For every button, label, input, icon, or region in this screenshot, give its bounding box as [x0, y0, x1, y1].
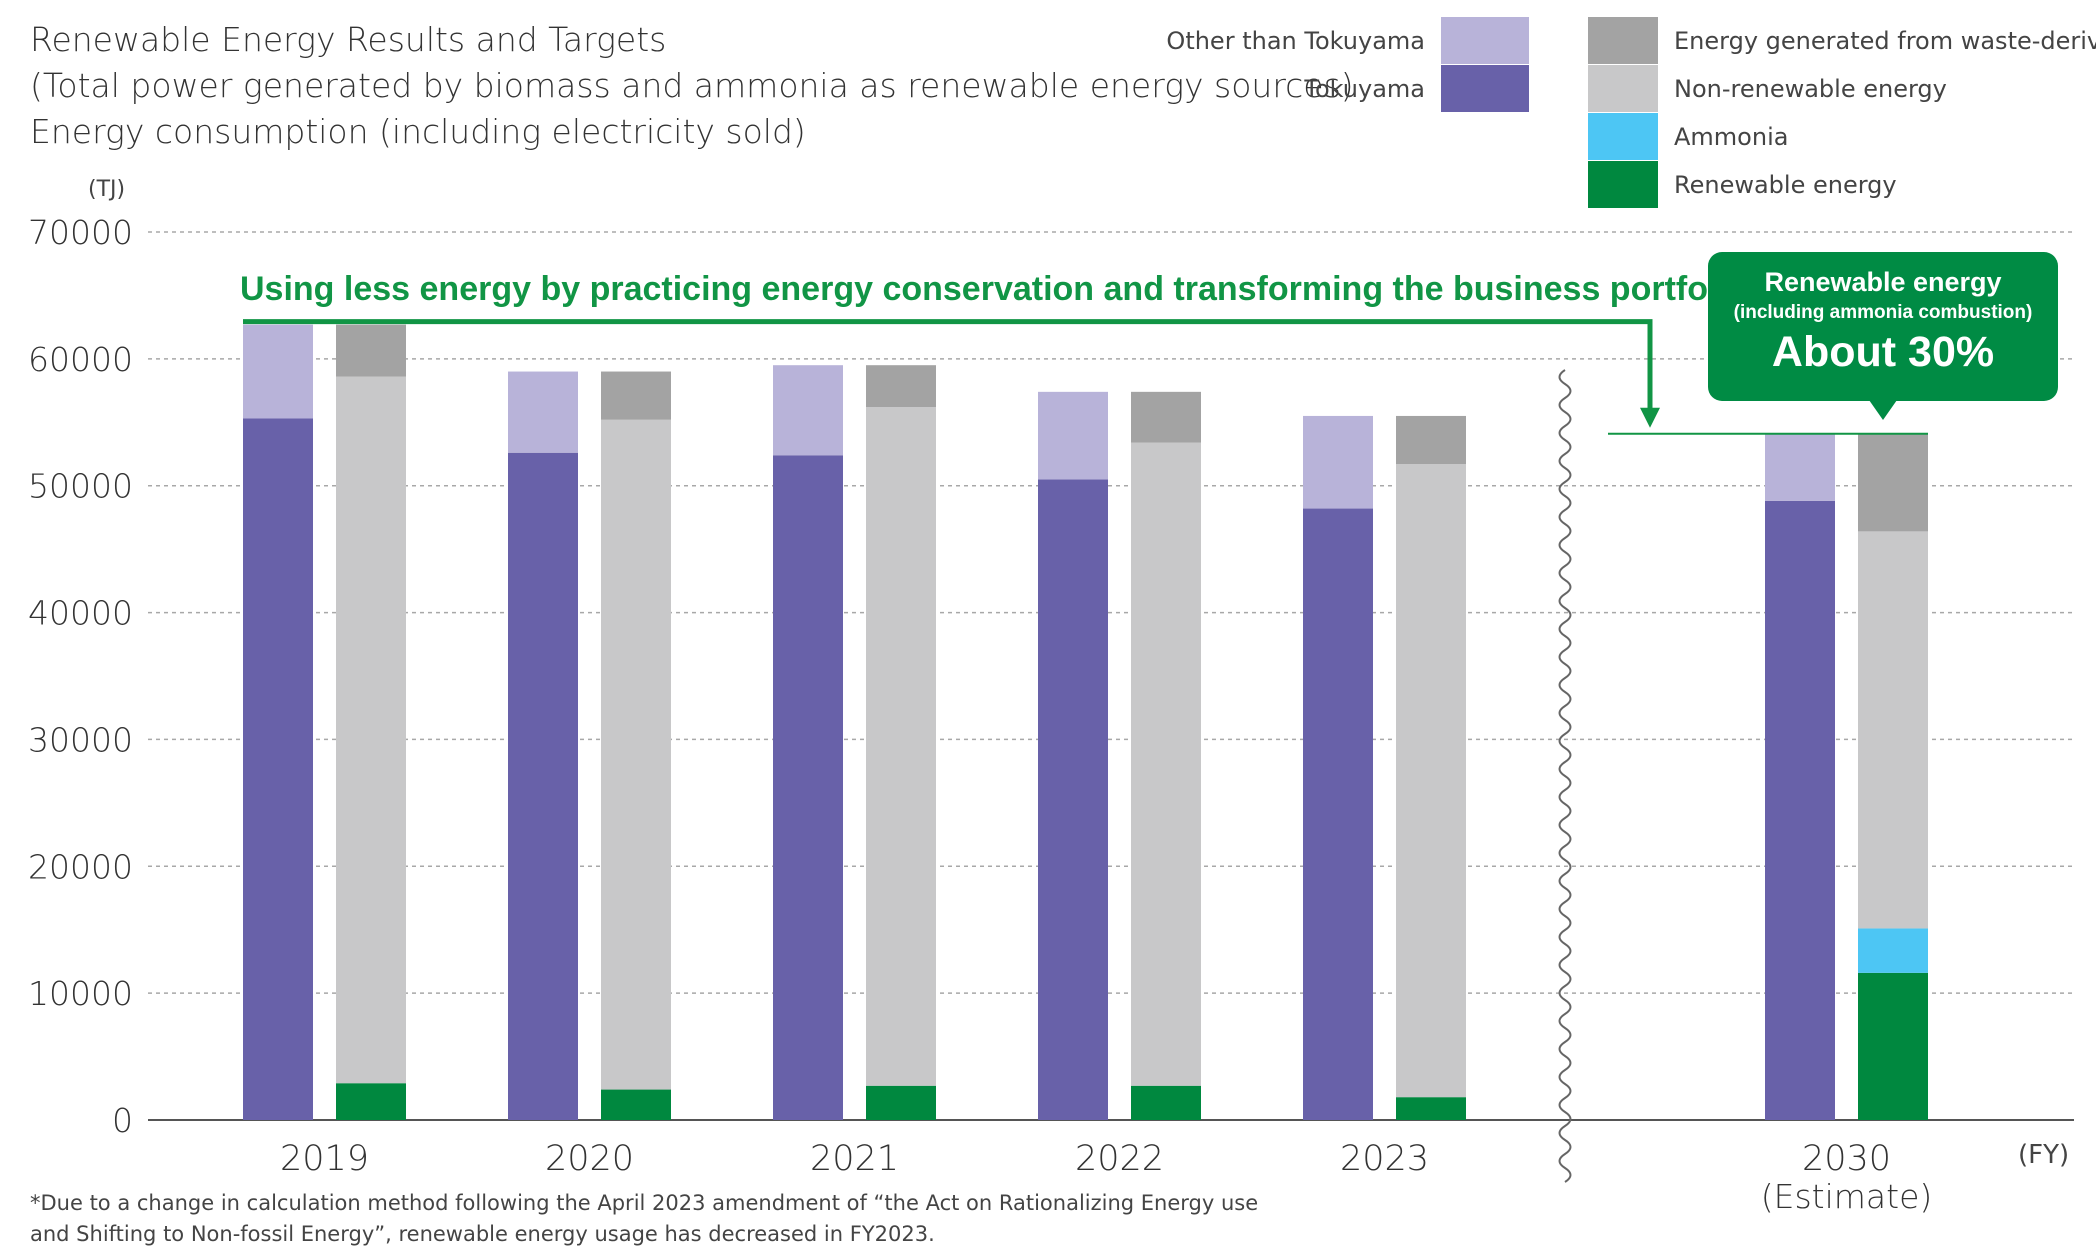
y-tick-label: 10000	[28, 974, 133, 1013]
y-tick-label: 20000	[28, 847, 133, 886]
bars-group	[243, 324, 1928, 1121]
axis-break-wave	[1558, 369, 1572, 1183]
y-tick-label: 40000	[28, 594, 133, 633]
bar-energy-generated-from-waste-derived-2020	[601, 371, 671, 420]
x-axis-unit-label: (FY)	[2018, 1140, 2069, 1170]
bar-renewable-energy-2023	[1396, 1097, 1466, 1120]
chart-title: Renewable Energy Results and Targets	[30, 20, 667, 59]
footnote-line-1: *Due to a change in calculation method f…	[30, 1191, 1259, 1215]
bar-non-renewable-energy-2022	[1131, 442, 1201, 1086]
legend-swatch	[1441, 65, 1529, 112]
callout-subtitle: (including ammonia combustion)	[1733, 302, 2033, 323]
legend-item-ammonia: Ammonia	[1588, 113, 1788, 160]
legend-label: Tokuyama	[1304, 74, 1425, 103]
bar-other-than-tokuyama-2023	[1303, 415, 1373, 509]
tick-labels: 0 10000 20000 30000 40000 50000 60000 70000 (TJ)…	[28, 177, 2069, 1216]
legend-item-waste-derived: Energy generated from waste-derived	[1588, 17, 2096, 64]
bar-non-renewable-energy-2019	[336, 376, 406, 1084]
y-tick-label: 30000	[28, 720, 133, 759]
bar-renewable-energy-2020	[601, 1089, 671, 1120]
energy-reduction-banner: Using less energy by practicing energy c…	[240, 270, 1748, 308]
legend-item-other-than-tokuyama: Other than Tokuyama	[1166, 17, 1529, 64]
legend-swatch	[1588, 113, 1658, 160]
y-tick-label: 0	[112, 1101, 133, 1140]
footnote: *Due to a change in calculation method f…	[30, 1188, 1258, 1250]
bar-other-than-tokuyama-2021	[773, 365, 843, 456]
reduction-bracket-line	[243, 319, 1653, 410]
renewable-target-callout: Renewable energy (including ammonia comb…	[1708, 252, 2058, 420]
bar-energy-generated-from-waste-derived-2030	[1858, 433, 1928, 532]
y-tick-label: 70000	[28, 213, 133, 252]
legend-item-non-renewable: Non-renewable energy	[1588, 65, 1947, 112]
bar-non-renewable-energy-2021	[866, 407, 936, 1086]
x-tick-sublabel-2030: (Estimate)	[1761, 1177, 1933, 1216]
bar-tokuyama-2019	[243, 418, 313, 1121]
legend-swatch	[1588, 65, 1658, 112]
legend-swatch	[1441, 17, 1529, 64]
y-tick-label: 50000	[28, 467, 133, 506]
legend-label: Ammonia	[1674, 122, 1789, 151]
x-tick-label-2022: 2022	[1075, 1139, 1164, 1179]
footnote-line-2: and Shifting to Non-fossil Energy”, rene…	[30, 1222, 935, 1246]
bar-tokuyama-2021	[773, 455, 843, 1121]
x-tick-label-2020: 2020	[545, 1139, 634, 1179]
bar-energy-generated-from-waste-derived-2021	[866, 365, 936, 408]
bar-non-renewable-energy-2030	[1858, 531, 1928, 929]
legend-label: Non-renewable energy	[1674, 74, 1947, 103]
gridlines	[148, 231, 2074, 1121]
x-tick-label-2019: 2019	[280, 1139, 369, 1179]
legend-item-tokuyama: Tokuyama	[1304, 65, 1529, 112]
x-tick-label-2021: 2021	[810, 1139, 899, 1179]
bar-energy-generated-from-waste-derived-2019	[336, 324, 406, 377]
legend-swatch	[1588, 17, 1658, 64]
bar-renewable-energy-2019	[336, 1083, 406, 1120]
bar-non-renewable-energy-2023	[1396, 464, 1466, 1098]
bar-tokuyama-2022	[1038, 479, 1108, 1120]
bar-energy-generated-from-waste-derived-2023	[1396, 415, 1466, 465]
x-tick-label-2023: 2023	[1340, 1139, 1429, 1179]
reduction-arrow-head	[1640, 407, 1660, 428]
legend-item-renewable: Renewable energy	[1588, 161, 1897, 208]
bar-ammonia-2030	[1858, 928, 1928, 973]
legend-label: Other than Tokuyama	[1166, 26, 1425, 55]
bar-energy-generated-from-waste-derived-2022	[1131, 391, 1201, 443]
legend-swatch	[1588, 161, 1658, 208]
bar-other-than-tokuyama-2022	[1038, 391, 1108, 480]
callout-title: Renewable energy	[1764, 267, 2002, 297]
bar-renewable-energy-2030	[1858, 972, 1928, 1120]
bar-tokuyama-2023	[1303, 508, 1373, 1120]
chart-subtitle-2: Energy consumption (including electricit…	[30, 112, 806, 151]
bar-renewable-energy-2022	[1131, 1085, 1201, 1120]
y-tick-label: 60000	[28, 340, 133, 379]
bar-non-renewable-energy-2020	[601, 419, 671, 1090]
bar-tokuyama-2020	[508, 452, 578, 1120]
chart-subtitle: (Total power generated by biomass and am…	[30, 66, 1354, 105]
legend-label: Energy generated from waste-derived	[1674, 26, 2096, 55]
y-axis-unit-label: (TJ)	[88, 177, 125, 202]
bar-other-than-tokuyama-2030	[1765, 433, 1835, 501]
callout-value: About 30%	[1771, 328, 1995, 376]
legend-label: Renewable energy	[1674, 170, 1897, 199]
bar-other-than-tokuyama-2019	[243, 324, 313, 419]
bar-renewable-energy-2021	[866, 1085, 936, 1120]
bar-other-than-tokuyama-2020	[508, 371, 578, 453]
bar-tokuyama-2030	[1765, 500, 1835, 1120]
annotation-lines	[243, 319, 1928, 1183]
x-tick-label-2030: 2030	[1802, 1139, 1891, 1179]
